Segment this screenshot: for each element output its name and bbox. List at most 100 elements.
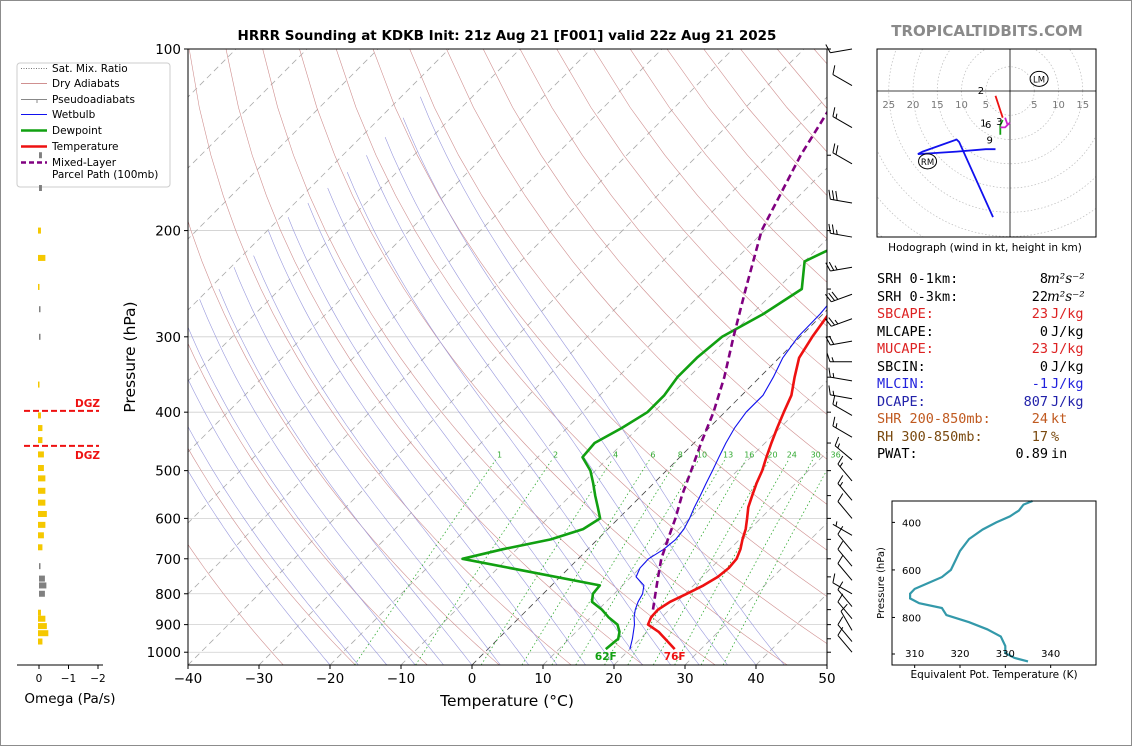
omega-bar (39, 152, 42, 159)
legend-label: Temperature (51, 141, 119, 153)
wind-barb-flag (831, 291, 839, 300)
hodograph-height-label: 6 (985, 120, 991, 131)
hodograph-trace (917, 138, 996, 218)
isotherm (188, 49, 521, 382)
isotherm (188, 49, 379, 240)
wind-barb-flag (828, 335, 835, 345)
isotherm (613, 451, 827, 665)
hodograph-height-label: 9 (986, 136, 992, 147)
wind-barb-staff (837, 601, 853, 620)
omega-bar (38, 381, 40, 388)
wind-barb-half (831, 357, 834, 362)
omega-bar (38, 412, 41, 419)
x-tick-label: 0 (468, 671, 477, 687)
mixing-ratio-label: 6 (650, 450, 655, 459)
dgz-label: DGZ (75, 450, 100, 462)
sounding-traces (461, 110, 827, 651)
surface-labels: 62F 76F (595, 651, 686, 663)
index-row: RH 300-850mb: 17% (877, 429, 1092, 447)
wind-barb-staff (837, 589, 853, 607)
wind-barb-flag (832, 416, 836, 427)
index-label: SHR 200-850mb: (877, 411, 991, 427)
wind-barb-staff (837, 624, 853, 642)
wind-barb-staff (832, 116, 853, 129)
dry-adiabat (188, 447, 356, 665)
wind-barb-flag (826, 352, 831, 362)
index-value: 23 (1031, 341, 1048, 357)
wind-barb-staff (830, 394, 853, 400)
hodograph-panel: 25 20 15 10 5 5 10 15 2 16 39 LM RM Hodograph (wind … (876, 48, 1097, 254)
omega-bar (38, 283, 40, 290)
wind-barb-half (836, 229, 838, 235)
index-unit: J/kg (1051, 323, 1084, 340)
y-tick-label: 600 (155, 511, 181, 527)
hodograph-trace (994, 95, 1004, 118)
wind-barb-staff (832, 74, 853, 87)
legend-label: Mixed-Layer Parcel Path (100mb) (52, 157, 158, 181)
wind-barb-flag (840, 603, 848, 612)
wind-barb-flag (828, 189, 831, 200)
dgz-label: DGZ (75, 398, 100, 410)
mixing-ratio-label: 16 (744, 450, 754, 459)
index-label: PWAT: (877, 446, 918, 462)
omega-bar (38, 437, 43, 444)
dry-adiabat (188, 544, 284, 665)
wind-barb-flag (831, 224, 835, 234)
wind-barb-half (832, 372, 835, 378)
index-label: MLCAPE: (877, 323, 934, 340)
isotherm (188, 49, 734, 595)
wind-barb-staff (837, 563, 853, 581)
legend-label: Pseudoadiabats (52, 94, 135, 106)
wind-barb-staff (832, 425, 853, 438)
wind-barb-half (835, 423, 838, 428)
index-label: DCAPE: (877, 393, 926, 410)
index-label: SBCAPE: (877, 306, 934, 322)
skewt-background-lines (188, 49, 827, 665)
hodograph-frame (876, 48, 1097, 238)
mixing-ratio-line (700, 459, 813, 665)
wind-barb-staff (831, 318, 853, 327)
wind-barb-flag (828, 385, 831, 395)
x-tick-label: −30 (245, 671, 274, 687)
storm-motion-label: RM (921, 158, 934, 168)
theta-e-trace (908, 499, 1033, 663)
skewt-axes-frame (187, 48, 828, 666)
pseudoadiabat (327, 187, 643, 665)
isotherm (188, 49, 805, 665)
isotherm (258, 96, 827, 665)
index-unit: J/kg (1051, 341, 1084, 357)
wind-barb-staff (832, 582, 853, 595)
omega-bar (38, 475, 46, 482)
mixing-ratio-label: 13 (723, 450, 733, 459)
theta-e-background (892, 501, 1096, 665)
index-label: SRH 0-1km: (877, 271, 959, 287)
wind-barb-staff (837, 533, 853, 552)
index-value: 0 (1039, 358, 1048, 375)
wind-barb-flag (825, 336, 831, 346)
isotherm (188, 49, 450, 311)
wind-barb-flag (828, 367, 831, 378)
index-row: MLCAPE: 0 J/kg (877, 324, 1092, 342)
x-tick-label: −20 (316, 671, 345, 687)
dry-adiabat (299, 49, 788, 665)
wind-barb-flag (837, 627, 844, 636)
pseudoadiabat (188, 470, 331, 665)
mixing-ratio-label: 10 (697, 450, 707, 459)
legend-label: Sat. Mix. Ratio (52, 63, 128, 75)
wind-barb-staff (837, 635, 853, 653)
index-row: DCAPE: 807 J/kg (877, 394, 1092, 412)
wind-barb-flag (832, 573, 836, 583)
dry-adiabat (593, 49, 827, 327)
pseudoadiabat (420, 96, 785, 665)
index-row: SRH 0-1km: 8 m²s⁻² (877, 271, 1092, 289)
wind-barb-flag (832, 65, 836, 75)
omega-bar (39, 306, 41, 313)
index-unit: J/kg (1051, 306, 1084, 322)
wind-barb-half (834, 265, 838, 271)
skewt-ticks: −40 −30 −20 −10 0 10 20 30 40 50 100 200 300 400 500 60… (147, 42, 836, 687)
x-tick-label: 10 (534, 671, 551, 687)
wind-barb-flag (837, 455, 844, 465)
wind-barb-staff (832, 152, 853, 165)
theta-e-x-tick-label: 320 (950, 649, 969, 660)
